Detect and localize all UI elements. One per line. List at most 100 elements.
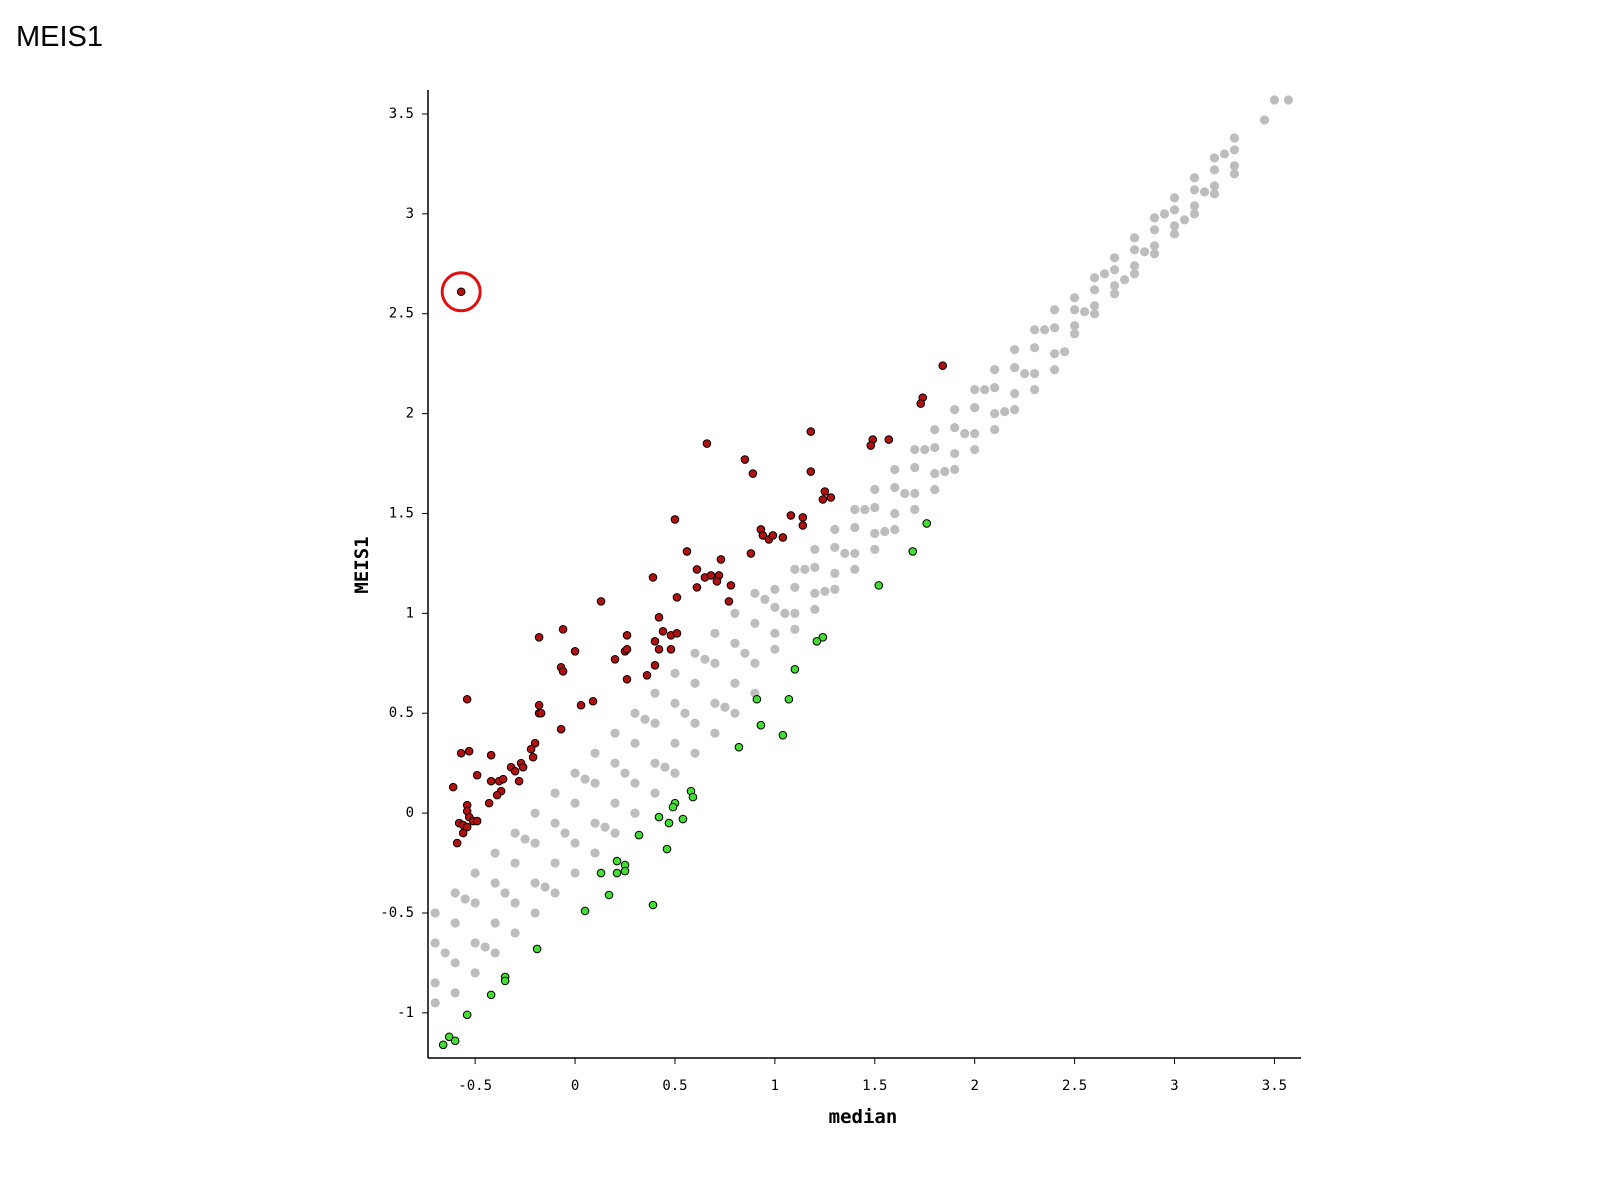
point <box>634 830 644 840</box>
point <box>1229 145 1240 155</box>
point <box>576 700 586 710</box>
point <box>462 822 472 832</box>
point <box>500 976 510 986</box>
point <box>930 484 940 495</box>
point <box>720 702 730 712</box>
point <box>850 504 860 515</box>
point <box>1149 213 1160 223</box>
point <box>526 744 536 754</box>
point <box>950 464 960 475</box>
point <box>654 812 664 822</box>
point <box>514 776 524 786</box>
y-tick-label: 1 <box>406 605 414 621</box>
point <box>740 648 750 658</box>
point <box>1050 349 1060 359</box>
point <box>490 848 500 858</box>
point <box>746 549 756 558</box>
point <box>1089 301 1100 311</box>
point <box>440 948 450 958</box>
point <box>700 654 710 664</box>
point <box>1050 323 1060 333</box>
point <box>850 548 860 559</box>
point <box>784 694 794 704</box>
point <box>540 882 550 892</box>
point <box>790 608 800 618</box>
x-tick-label: 3.5 <box>1262 1078 1287 1094</box>
point <box>590 748 600 758</box>
point <box>1119 275 1130 285</box>
point <box>1070 321 1080 331</box>
point <box>462 694 472 704</box>
point <box>650 637 660 646</box>
point <box>950 448 960 459</box>
point <box>820 586 830 596</box>
point <box>612 868 622 878</box>
point <box>648 573 658 582</box>
point <box>444 1032 454 1042</box>
point <box>1070 329 1080 339</box>
point <box>530 908 540 918</box>
point <box>1179 215 1190 225</box>
point <box>490 878 500 888</box>
point <box>534 633 544 642</box>
point <box>1229 169 1240 179</box>
point <box>910 444 920 455</box>
y-tick-label: -0.5 <box>380 905 414 921</box>
point <box>630 778 640 788</box>
point <box>810 562 820 573</box>
point <box>930 442 940 453</box>
point <box>990 383 1000 393</box>
point <box>490 948 500 958</box>
point <box>798 513 808 522</box>
point <box>654 613 664 622</box>
point <box>930 424 940 435</box>
point <box>570 838 580 848</box>
point <box>622 645 632 654</box>
point <box>580 774 590 784</box>
point <box>1020 369 1030 379</box>
y-tick-label: 2.5 <box>389 306 414 322</box>
point <box>712 577 722 586</box>
point <box>470 898 480 908</box>
point <box>460 894 470 904</box>
point <box>530 738 540 748</box>
point <box>470 968 480 978</box>
point <box>1089 285 1100 295</box>
point <box>806 427 816 436</box>
point <box>1109 281 1120 291</box>
point <box>612 856 622 866</box>
point <box>596 597 606 606</box>
point <box>806 467 816 476</box>
point <box>650 718 660 728</box>
point <box>530 878 540 888</box>
point <box>760 594 770 604</box>
y-tick-label: 3.5 <box>389 106 414 122</box>
point <box>830 584 840 594</box>
point <box>820 487 830 496</box>
point <box>1040 325 1050 335</box>
point <box>850 522 860 533</box>
x-tick-label: 3 <box>1170 1078 1178 1094</box>
point <box>1129 245 1140 255</box>
point <box>670 668 680 678</box>
y-axis-label: MEIS1 <box>351 536 373 593</box>
point <box>1189 185 1200 195</box>
point <box>786 511 796 520</box>
point <box>692 565 702 574</box>
point <box>812 637 822 646</box>
point <box>938 361 948 370</box>
point <box>596 868 606 878</box>
point <box>734 742 744 752</box>
point <box>654 645 664 654</box>
x-tick-label: 2.5 <box>1062 1078 1087 1094</box>
point <box>666 645 676 654</box>
point <box>438 1040 448 1050</box>
point <box>922 519 932 528</box>
point <box>890 464 900 475</box>
point <box>558 666 568 676</box>
point <box>920 444 930 455</box>
point <box>740 455 750 464</box>
point <box>1169 205 1180 215</box>
point <box>630 708 640 718</box>
point <box>1109 289 1120 299</box>
